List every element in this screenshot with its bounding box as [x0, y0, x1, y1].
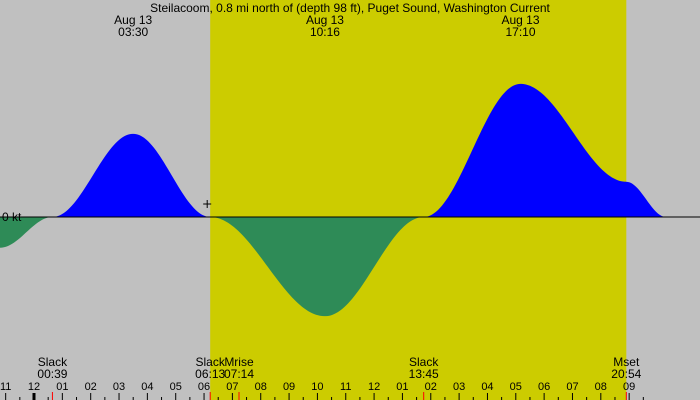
- hour-label: 07: [226, 381, 238, 393]
- hour-label: 12: [28, 381, 40, 393]
- peak-date-label: Aug 13: [306, 13, 344, 27]
- hour-label: 12: [368, 381, 380, 393]
- hour-label: 02: [425, 381, 437, 393]
- peak-date-label: Aug 13: [114, 13, 152, 27]
- hour-label: 09: [623, 381, 635, 393]
- hour-axis: 11 12 01 02 03 04 05 06 07 08 09 10 11 12 01 02 03 04 05 06…: [0, 381, 644, 400]
- slack-marker: [203, 200, 212, 208]
- hour-label: 06: [198, 381, 210, 393]
- hour-label: 07: [566, 381, 578, 393]
- flood-area: [0, 83, 700, 217]
- peak-time-label: 17:10: [506, 25, 536, 39]
- hour-label: 10: [311, 381, 323, 393]
- chart-title: Steilacoom, 0.8 mi north of (depth 98 ft…: [150, 1, 550, 15]
- hour-label: 08: [255, 381, 267, 393]
- hour-label: 08: [595, 381, 607, 393]
- event-time-label: 06:13: [195, 367, 225, 381]
- hour-label: 04: [141, 381, 153, 393]
- hour-label: 04: [481, 381, 493, 393]
- peak-time-label: 10:16: [310, 25, 340, 39]
- hour-label: 11: [0, 381, 11, 393]
- event-labels: Slack00:39Slack06:13Mrise07:14Slack13:45…: [37, 355, 642, 400]
- event-time-label: 00:39: [37, 367, 67, 381]
- peak-date-label: Aug 13: [501, 13, 539, 27]
- hour-label: 05: [170, 381, 182, 393]
- zero-kt-label: 0 kt: [2, 210, 22, 224]
- hour-label: 02: [85, 381, 97, 393]
- hour-label: 11: [340, 381, 351, 393]
- event-name-label: Slack: [196, 355, 226, 369]
- event-time-label: 13:45: [409, 367, 439, 381]
- peak-time-label: 03:30: [118, 25, 148, 39]
- event-name-label: Slack: [409, 355, 439, 369]
- hour-label: 03: [113, 381, 125, 393]
- hour-label: 09: [283, 381, 295, 393]
- event-name-label: Slack: [38, 355, 68, 369]
- hour-label: 01: [56, 381, 68, 393]
- event-time-label: 20:54: [611, 367, 641, 381]
- event-name-label: Mrise: [224, 355, 254, 369]
- hour-label: 03: [453, 381, 465, 393]
- hour-label: 05: [510, 381, 522, 393]
- hour-label: 01: [396, 381, 408, 393]
- hour-label: 06: [538, 381, 550, 393]
- ebb-area: [0, 217, 700, 317]
- event-name-label: Mset: [613, 355, 640, 369]
- event-time-label: 07:14: [224, 367, 254, 381]
